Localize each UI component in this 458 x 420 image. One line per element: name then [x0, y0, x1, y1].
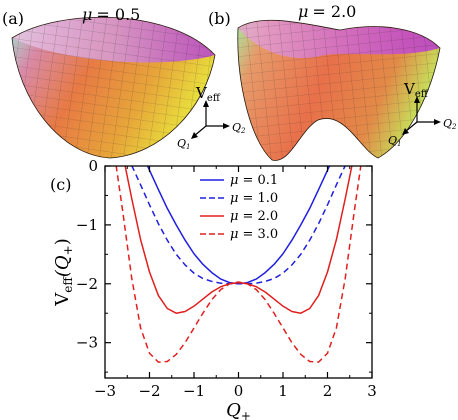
panel-a-mu: μ = 0.5: [82, 5, 140, 24]
y-tick-label-2: −2: [76, 275, 98, 293]
plot-frame: [104, 165, 373, 379]
legend-entry-1: μ = 1.0: [230, 191, 278, 206]
series-line-0: [146, 166, 331, 285]
series-line-2: [124, 166, 353, 314]
axes-triad-b: Veff Q2 Q1: [388, 80, 457, 148]
legend-entry-2: μ = 2.0: [230, 209, 278, 224]
y-axis-label: Veff(Q+): [52, 238, 75, 307]
veff-axis-label-a: Veff: [195, 84, 221, 104]
panel-b-mu: μ = 2.0: [298, 2, 356, 21]
series-line-3: [115, 166, 362, 363]
y-tick-label-0: 0: [88, 157, 98, 175]
x-tick-label-5: 2: [323, 382, 333, 400]
legend-entry-0: μ = 0.1: [230, 173, 278, 188]
panel-b-surface: [237, 19, 441, 161]
y-tick-label-1: −1: [76, 216, 98, 234]
axes-triad-a: Veff Q2 Q1: [177, 84, 246, 151]
x-axis-label: Q+: [226, 400, 251, 420]
q2-axis-label-a: Q2: [232, 121, 246, 135]
legend-entry-3: μ = 3.0: [230, 227, 278, 242]
x-tick-label-3: 0: [234, 382, 244, 400]
panel-a-surface: [11, 16, 216, 159]
x-tick-label-4: 1: [278, 382, 288, 400]
veff-axis-label-b: Veff: [403, 80, 429, 100]
panel-c-label: (c): [50, 175, 71, 194]
x-tick-label-6: 3: [367, 382, 377, 400]
series-line-1: [131, 166, 346, 285]
x-tick-label-1: −2: [138, 382, 160, 400]
q2-axis-label-b: Q2: [443, 117, 457, 131]
panel-b-label: (b): [208, 9, 231, 28]
x-tick-label-0: −3: [94, 382, 116, 400]
veff-line-chart: −3 −2 −1 0 1 2 3 0 −1 −2 −3 Q+ Veff(Q+) μ = 0.1 μ = 1.0 μ…: [52, 157, 377, 420]
panel-a-label: (a): [2, 9, 24, 28]
q1-axis-label-b: Q1: [388, 134, 402, 148]
q1-axis-label-a: Q1: [177, 137, 191, 151]
y-tick-label-3: −3: [76, 334, 98, 352]
x-tick-label-2: −1: [183, 382, 205, 400]
